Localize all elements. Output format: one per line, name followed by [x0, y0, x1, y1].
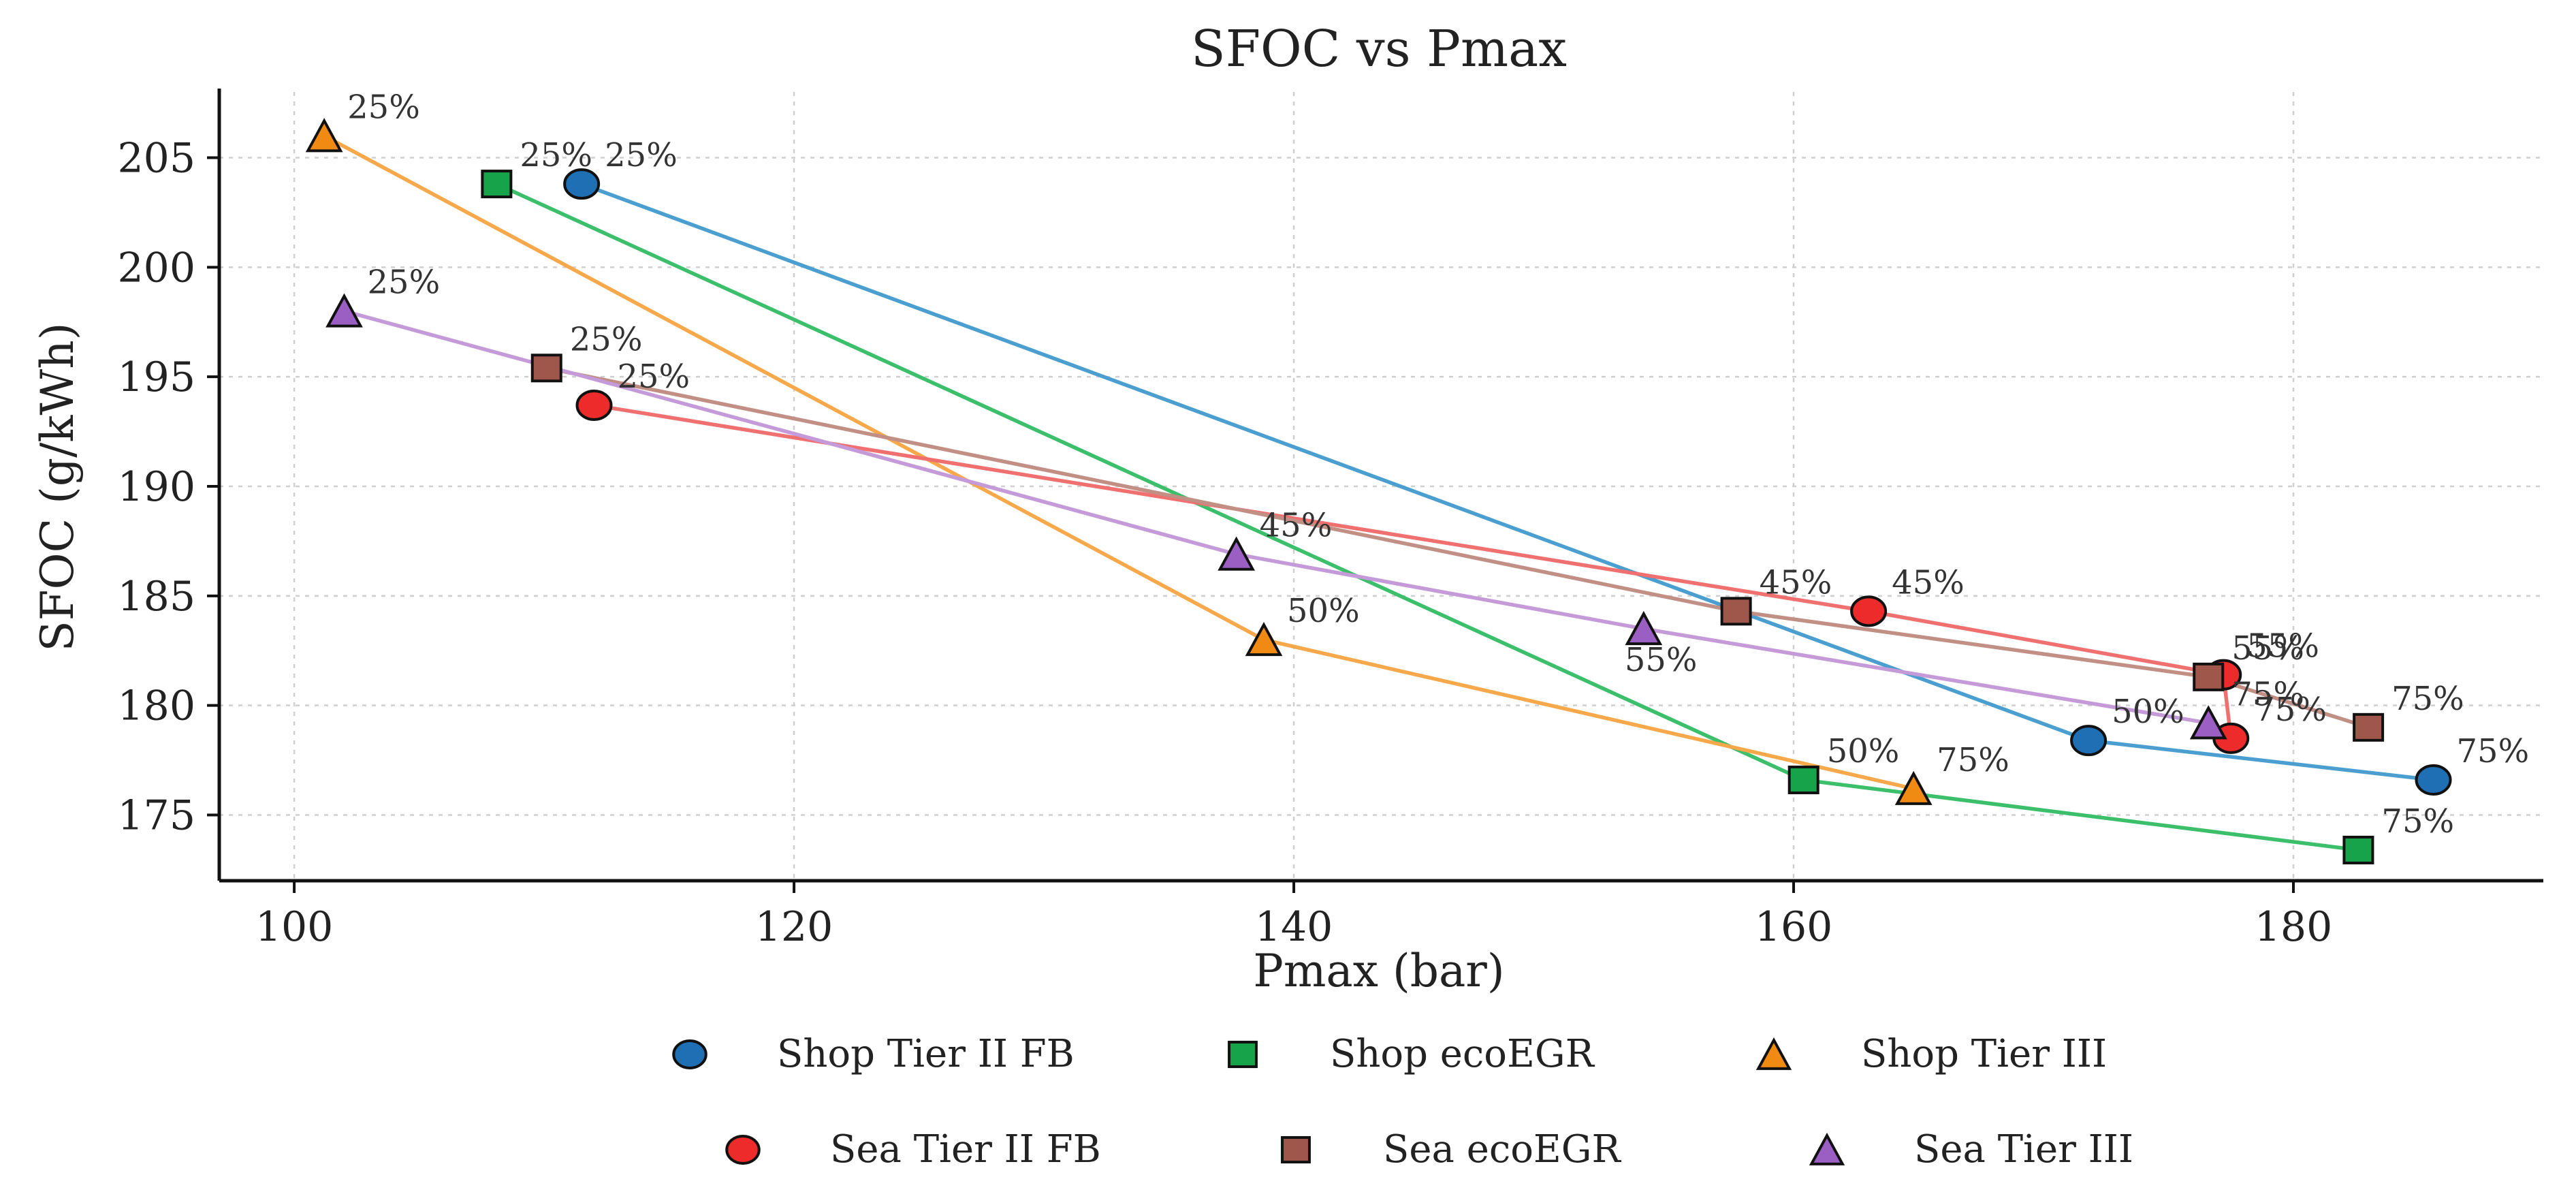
data-point-sea-tier-iii [325, 293, 363, 328]
point-label-shop-tier-iii: 50% [1287, 592, 1360, 630]
y-tick-label: 180 [117, 683, 195, 730]
point-label-sea-ecoegr: 45% [1760, 563, 1832, 601]
data-point-shop-tier-ii-fb [2415, 764, 2452, 796]
point-label-shop-ecoegr: 75% [2381, 802, 2454, 841]
point-label-sea-tier-ii-fb: 45% [1892, 563, 1965, 601]
point-label-shop-tier-ii-fb: 25% [605, 136, 678, 174]
data-point-sea-tier-iii [1218, 536, 1256, 571]
legend-marker [672, 1039, 707, 1069]
point-label-shop-tier-ii-fb: 75% [2457, 732, 2530, 770]
legend-label: Shop Tier III [1861, 1032, 2107, 1076]
y-tick-label: 190 [117, 463, 195, 511]
legend-label: Shop ecoEGR [1330, 1032, 1595, 1076]
y-tick-label: 185 [117, 573, 195, 621]
point-label-sea-ecoegr: 25% [570, 320, 643, 358]
data-point-sea-ecoegr [1720, 597, 1752, 626]
data-point-sea-ecoegr [2353, 712, 2385, 742]
chart-title: SFOC vs Pmax [1191, 20, 1567, 78]
point-label-sea-ecoegr: 75% [2391, 680, 2464, 718]
data-point-shop-ecoegr [2342, 835, 2374, 864]
legend-label: Sea Tier II FB [830, 1127, 1101, 1172]
point-label-shop-ecoegr: 25% [520, 136, 592, 174]
legend-label: Shop Tier II FB [777, 1032, 1075, 1076]
point-label-sea-tier-iii: 75% [2231, 675, 2304, 713]
data-point-sea-tier-iii [1625, 610, 1663, 646]
legend-marker [1228, 1040, 1258, 1069]
data-point-sea-ecoegr [2193, 662, 2225, 691]
x-tick-label: 100 [255, 903, 334, 951]
data-point-shop-tier-iii [305, 118, 343, 153]
data-point-shop-tier-iii [1245, 621, 1283, 657]
data-point-shop-tier-ii-fb [2070, 725, 2108, 757]
data-point-sea-ecoegr [530, 354, 562, 383]
x-tick-label: 160 [1755, 903, 1833, 951]
data-point-shop-tier-iii [1894, 770, 1933, 805]
x-tick-label: 140 [1255, 903, 1333, 951]
series-group [305, 118, 2452, 864]
point-label-sea-tier-iii: 25% [367, 264, 440, 302]
legend-label: Sea ecoEGR [1383, 1127, 1622, 1172]
data-point-shop-ecoegr [481, 170, 513, 199]
y-axis-label: SFOC (g/kWh) [31, 323, 84, 652]
legend-marker [1281, 1135, 1311, 1164]
point-labels: 25% 50% 75% 25% 50% 75% 25% 50% 75% 25% 45% 55% 75% 2… [347, 88, 2529, 841]
point-label-shop-tier-iii: 25% [347, 88, 420, 126]
point-label-sea-tier-ii-fb: 75% [2254, 691, 2327, 729]
legend-label: Sea Tier III [1914, 1127, 2133, 1172]
data-point-shop-tier-ii-fb [563, 168, 601, 200]
data-point-shop-ecoegr [1787, 766, 1819, 795]
point-label-sea-tier-ii-fb: 25% [617, 358, 690, 396]
legend-marker [1755, 1037, 1792, 1070]
x-axis-label: Pmax (bar) [1253, 945, 1504, 997]
point-label-shop-ecoegr: 50% [1827, 732, 1900, 770]
y-tick-label: 200 [117, 244, 195, 292]
y-tick-label: 175 [117, 792, 195, 840]
point-label-sea-tier-iii: 55% [1625, 641, 1698, 679]
point-label-sea-tier-iii: 45% [1260, 507, 1333, 545]
point-label-shop-tier-iii: 75% [1937, 741, 2009, 779]
legend-marker [1809, 1132, 1845, 1165]
point-label-sea-ecoegr: 55% [2231, 629, 2304, 668]
legend: Shop Tier II FB Shop ecoEGR Shop Tier III S… [672, 1032, 2133, 1172]
axes: 100 120 140 160 180 175 180 185 190 195 200 205 [117, 89, 2543, 951]
gridlines [219, 92, 2543, 881]
y-tick-label: 195 [117, 354, 195, 401]
x-tick-label: 120 [755, 903, 833, 951]
x-tick-label: 180 [2255, 903, 2333, 951]
data-point-sea-tier-ii-fb [1850, 595, 1888, 627]
series-line-sea-tier-iii [343, 309, 2209, 725]
data-point-sea-tier-ii-fb [575, 389, 613, 421]
point-label-shop-tier-ii-fb: 50% [2112, 693, 2184, 731]
series-line-sea-ecoegr [546, 366, 2369, 730]
data-point-sea-tier-iii [2189, 705, 2227, 740]
y-tick-label: 205 [117, 135, 195, 183]
point-label-sea-tier-ii-fb: 55% [2246, 627, 2319, 665]
legend-marker [725, 1135, 761, 1165]
